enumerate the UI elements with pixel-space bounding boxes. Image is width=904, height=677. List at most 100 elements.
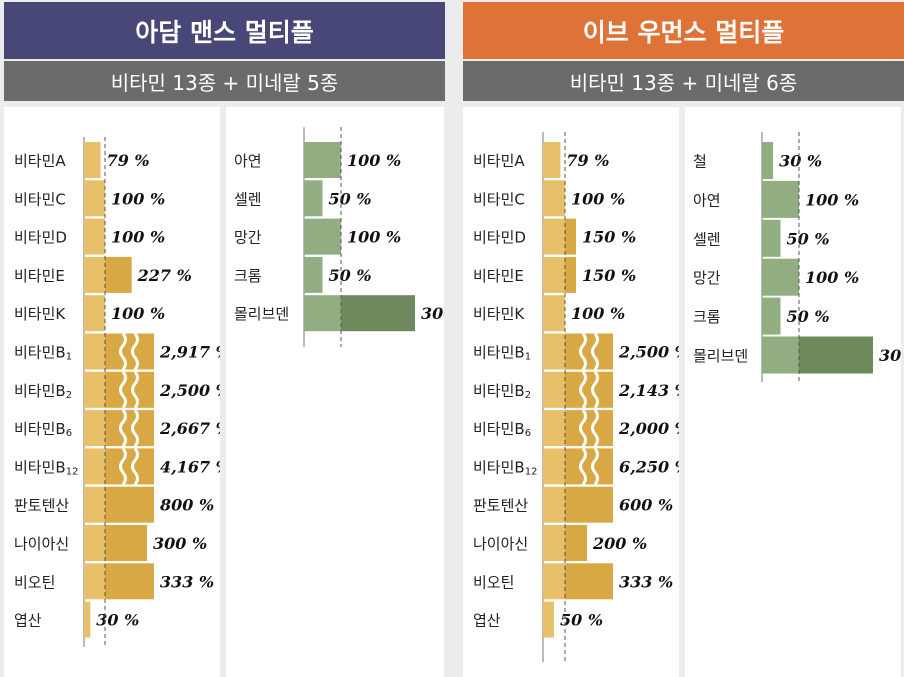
adam-mineral-chart: 아연 100 % 셀렌 50 % 망간 100 % 크롬 50 % 몰리브덴 300 % [234, 127, 444, 347]
bar [304, 218, 341, 255]
value-label: 2,500 % [618, 343, 679, 362]
value-label: 30 % [779, 152, 822, 171]
bar [543, 180, 565, 217]
category-label: 비타민B6 [473, 420, 531, 439]
eve-subtitle: 비타민 13종 + 미네랄 6종 [463, 61, 904, 101]
axis-break [591, 409, 599, 448]
axis-break [131, 370, 139, 409]
bar-excess [799, 336, 873, 374]
bar-excess [105, 371, 154, 408]
value-label: 200 % [592, 534, 647, 553]
axis-break [579, 370, 587, 409]
value-label: 150 % [582, 266, 636, 285]
value-label: 50 % [560, 611, 603, 630]
bar-excess [565, 371, 613, 408]
value-label: 100 % [805, 190, 859, 209]
adam-mineral-card: 아연 100 % 셀렌 50 % 망간 100 % 크롬 50 % 몰리브덴 300 % [226, 107, 444, 677]
bar-excess [105, 448, 154, 485]
axis-break [579, 447, 587, 486]
bar [543, 525, 565, 561]
value-label: 50 % [787, 307, 830, 326]
bar [543, 333, 565, 370]
category-label: 엽산 [473, 612, 501, 630]
adam-subtitle: 비타민 13종 + 미네랄 5종 [4, 61, 445, 101]
category-label: 비타민B12 [473, 458, 537, 477]
value-label: 300 % [879, 346, 901, 365]
bar-excess [565, 410, 613, 447]
category-label: 망간 [234, 229, 262, 247]
value-label: 2,143 % [618, 381, 679, 400]
value-label: 2,917 % [159, 343, 220, 362]
category-label: 비오틴 [473, 573, 514, 591]
value-label: 2,667 % [159, 419, 220, 438]
category-label: 몰리브덴 [693, 347, 748, 365]
bar [543, 410, 565, 447]
value-label: 50 % [787, 229, 830, 248]
bar [543, 448, 565, 485]
value-label: 100 % [347, 151, 401, 170]
category-label: 비타민B2 [14, 382, 72, 401]
category-label: 비오틴 [14, 573, 55, 591]
bar-excess [565, 525, 587, 561]
value-label: 333 % [619, 572, 673, 591]
value-label: 2,000 % [618, 419, 679, 438]
value-label: 79 % [566, 151, 609, 170]
axis-break [119, 409, 127, 448]
axis-break [579, 332, 587, 371]
value-label: 150 % [582, 228, 636, 247]
category-label: 망간 [693, 269, 721, 287]
value-label: 300 % [153, 534, 207, 553]
bar [762, 219, 781, 257]
bar-excess [341, 295, 415, 332]
axis-break [591, 447, 599, 486]
category-label: 셀렌 [693, 230, 721, 248]
bar [543, 218, 565, 255]
bar-excess [105, 410, 154, 447]
category-label: 비타민B1 [14, 344, 72, 363]
category-label: 비타민A [473, 152, 525, 170]
bar-excess [105, 256, 132, 293]
value-label: 100 % [111, 304, 165, 323]
bar [84, 601, 91, 638]
value-label: 50 % [329, 266, 372, 285]
axis-break [119, 447, 127, 486]
eve-panel: 이브 우먼스 멀티플 비타민 13종 + 미네랄 6종 비타민A 79 % 비타민C… [463, 0, 904, 677]
category-label: 비타민B12 [14, 458, 78, 477]
category-label: 판토텐산 [473, 497, 528, 515]
bar [762, 142, 774, 179]
category-label: 판토텐산 [14, 497, 69, 515]
value-label: 50 % [329, 189, 372, 208]
bar [543, 371, 565, 408]
bar [543, 256, 565, 293]
value-label: 79 % [107, 151, 150, 170]
category-label: 비타민K [14, 305, 66, 323]
bar-excess [105, 333, 154, 370]
category-label: 몰리브덴 [234, 305, 289, 323]
value-label: 2,500 % [159, 381, 220, 400]
axis-break [591, 332, 599, 371]
bar [543, 601, 554, 638]
axis-break [579, 409, 587, 448]
bar-excess [565, 486, 613, 523]
axis-break [131, 332, 139, 371]
category-label: 크롬 [693, 308, 721, 326]
bar [84, 371, 105, 408]
bar [84, 256, 105, 293]
value-label: 6,250 % [619, 457, 679, 476]
category-label: 크롬 [234, 267, 262, 285]
adam-vitamin-chart: 비타민A 79 % 비타민C 100 % 비타민D 100 % 비타민E 227 % 비타민K 1… [14, 137, 220, 647]
value-label: 100 % [571, 304, 625, 323]
category-label: 비타민E [14, 267, 65, 285]
bar-excess [565, 218, 576, 255]
axis-break [119, 370, 127, 409]
axis-break [131, 409, 139, 448]
bar [543, 295, 565, 332]
bar [762, 180, 799, 218]
bar [84, 333, 105, 370]
category-label: 아연 [693, 191, 721, 209]
bar [543, 563, 565, 600]
bar-excess [105, 486, 154, 523]
axis-break [119, 332, 127, 371]
category-label: 비타민D [14, 229, 67, 247]
bar [84, 448, 105, 485]
